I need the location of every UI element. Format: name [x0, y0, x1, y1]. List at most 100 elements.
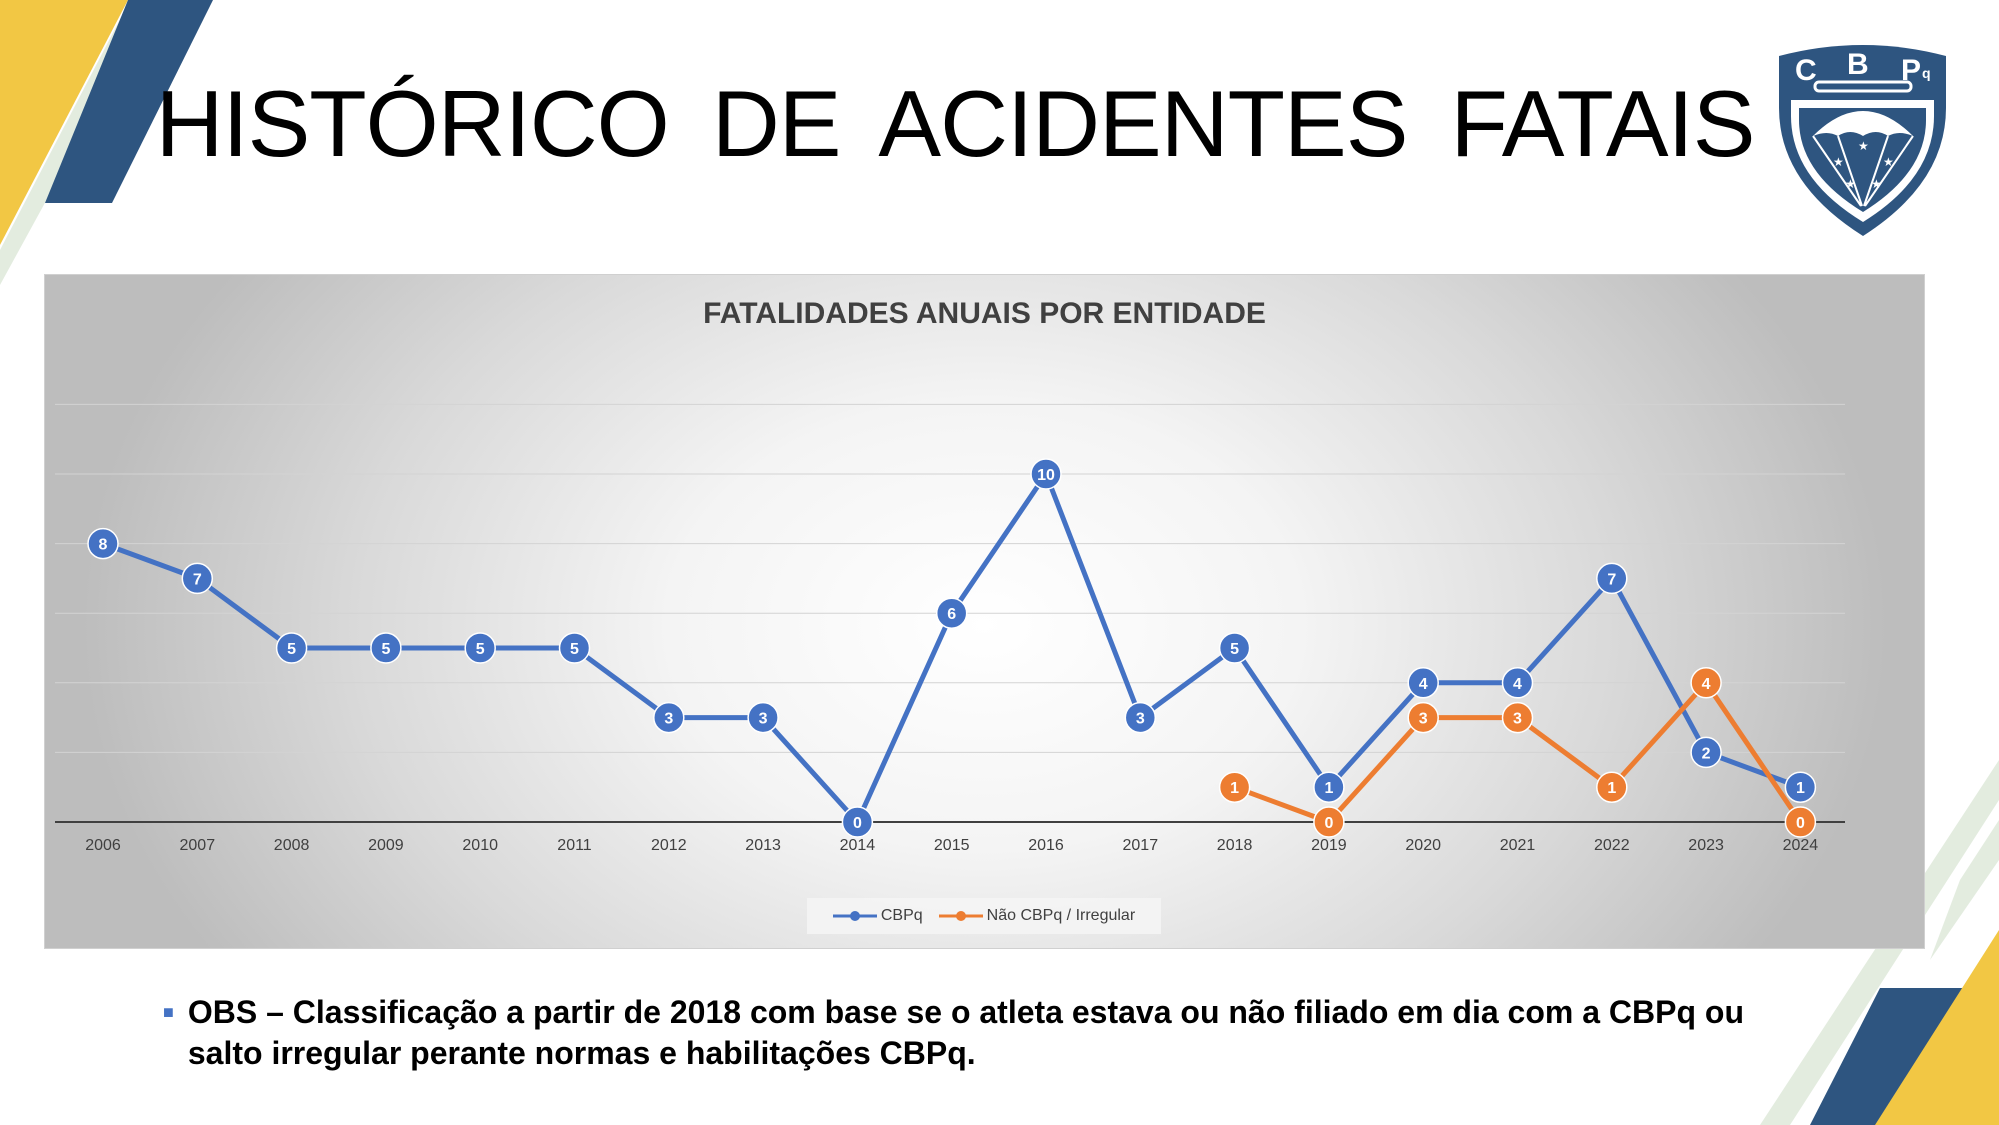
data-label-0: 4 [1513, 676, 1522, 693]
data-point-0 [275, 632, 308, 664]
data-point-1 [1501, 701, 1534, 734]
stripe-yellow-right [1875, 930, 1999, 1125]
stripe-yellow-left [0, 0, 128, 245]
data-point-1 [1407, 701, 1439, 734]
data-point-0 [1030, 458, 1062, 490]
parachute-lines [1812, 135, 1914, 207]
data-label-0: 10 [1037, 467, 1055, 484]
legend-item-nao-cbpq: Não CBPq / Irregular [938, 907, 1136, 925]
x-tick-label: 2024 [1783, 837, 1819, 854]
x-tick-label: 2021 [1500, 837, 1536, 854]
data-label-0: 1 [1796, 780, 1805, 797]
data-label-0: 5 [381, 641, 390, 658]
data-label-0: 1 [1324, 780, 1333, 797]
data-label-0: 4 [1419, 676, 1428, 693]
chart-legend: CBPq Não CBPq / Irregular [807, 898, 1161, 934]
data-point-1 [1596, 771, 1628, 803]
parachute-icon [1813, 111, 1913, 136]
x-tick-label: 2015 [934, 837, 970, 854]
x-tick-label: 2012 [651, 837, 687, 854]
x-tick-label: 2020 [1405, 837, 1441, 854]
data-label-0: 5 [1230, 641, 1239, 658]
data-point-0 [558, 632, 591, 664]
chart-panel: 2006 2007 2008 2009 2010 2011 2012 2013 2014 2015… [44, 274, 1925, 949]
logo-chain [1813, 80, 1913, 93]
data-label-1: 3 [1419, 711, 1428, 728]
data-label-1: 4 [1702, 676, 1711, 693]
data-point-1 [1690, 667, 1722, 699]
data-point-0 [1313, 771, 1345, 803]
data-label-0: 0 [853, 815, 862, 832]
x-tick-label: 2023 [1688, 837, 1724, 854]
data-point-0 [87, 527, 119, 560]
x-tick-label: 2007 [180, 837, 216, 854]
data-point-0 [1690, 736, 1722, 769]
x-tick-label: 2009 [368, 837, 404, 854]
data-label-0: 3 [759, 711, 768, 728]
data-label-1: 1 [1607, 780, 1616, 797]
logo-letter-q: q [1922, 65, 1931, 81]
data-label-0: 5 [287, 641, 296, 658]
logo-letter-b: B [1847, 48, 1869, 81]
x-tick-label: 2014 [840, 837, 876, 854]
x-tick-label: 2017 [1123, 837, 1159, 854]
x-tick-label: 2008 [274, 837, 310, 854]
x-tick-label: 2019 [1311, 837, 1347, 854]
data-label-0: 5 [476, 641, 485, 658]
data-label-0: 6 [947, 606, 956, 623]
data-label-1: 0 [1324, 815, 1333, 832]
page-title: HISTÓRICO DE ACIDENTES FATAIS [155, 71, 1756, 176]
observation-text: OBS – Classificação a partir de 2018 com… [187, 994, 1744, 1071]
data-label-0: 7 [193, 571, 202, 588]
data-label-0: 7 [1607, 571, 1616, 588]
data-point-0 [1596, 562, 1628, 595]
data-point-0 [1501, 667, 1534, 699]
data-label-0: 3 [664, 711, 673, 728]
series-line-0 [102, 471, 1802, 825]
x-tick-label: 2022 [1594, 837, 1630, 854]
data-label-0: 2 [1702, 745, 1711, 762]
bullet-icon: ■ [163, 1002, 174, 1022]
chart-title: FATALIDADES ANUAIS POR ENTIDADE [703, 297, 1266, 330]
cbpq-logo: ★ ★ ★ ★ ★ C B P q [1779, 45, 1946, 236]
data-point-0 [653, 701, 685, 734]
x-tick-label: 2013 [745, 837, 781, 854]
data-point-0 [1407, 667, 1439, 699]
legend-item-cbpq: CBPq [832, 907, 923, 925]
logo-letter-p: P [1901, 54, 1921, 87]
logo-star: ★ [1871, 177, 1882, 191]
logo-star: ★ [1858, 139, 1869, 153]
data-label-0: 8 [99, 537, 108, 554]
data-point-0 [464, 632, 496, 664]
x-tick-label: 2006 [85, 837, 121, 854]
x-tick-label: 2018 [1217, 837, 1253, 854]
legend-label-nao-cbpq: Não CBPq / Irregular [986, 907, 1136, 924]
data-point-0 [1124, 701, 1157, 734]
x-tick-label: 2010 [462, 837, 498, 854]
data-point-0 [841, 806, 874, 838]
data-point-0 [181, 562, 214, 595]
observation-note: ■ OBS – Classificação a partir de 2018 c… [163, 992, 1763, 1074]
stripe-pale-right-2 [1930, 820, 1999, 960]
data-label-1: 0 [1796, 815, 1805, 832]
data-point-0 [370, 632, 402, 664]
x-tick-label: 2011 [557, 837, 592, 854]
x-tick-label: 2016 [1028, 837, 1064, 854]
series-lines [102, 471, 1803, 825]
data-label-1: 3 [1513, 711, 1522, 728]
data-point-1 [1218, 771, 1251, 803]
data-point-0 [747, 701, 779, 734]
data-point-1 [1313, 806, 1345, 838]
legend-swatch-nao-cbpq [938, 911, 983, 921]
legend-swatch-cbpq [832, 911, 877, 921]
line-chart: 2006 2007 2008 2009 2010 2011 2012 2013 2014 2015… [55, 403, 1845, 854]
data-label-1: 1 [1230, 780, 1239, 797]
data-point-1 [1784, 806, 1817, 838]
logo-letter-c: C [1795, 54, 1817, 87]
legend-label-cbpq: CBPq [880, 907, 923, 924]
logo-star: ★ [1845, 177, 1856, 191]
logo-star: ★ [1883, 155, 1894, 169]
stripe-navy-left [45, 0, 213, 203]
